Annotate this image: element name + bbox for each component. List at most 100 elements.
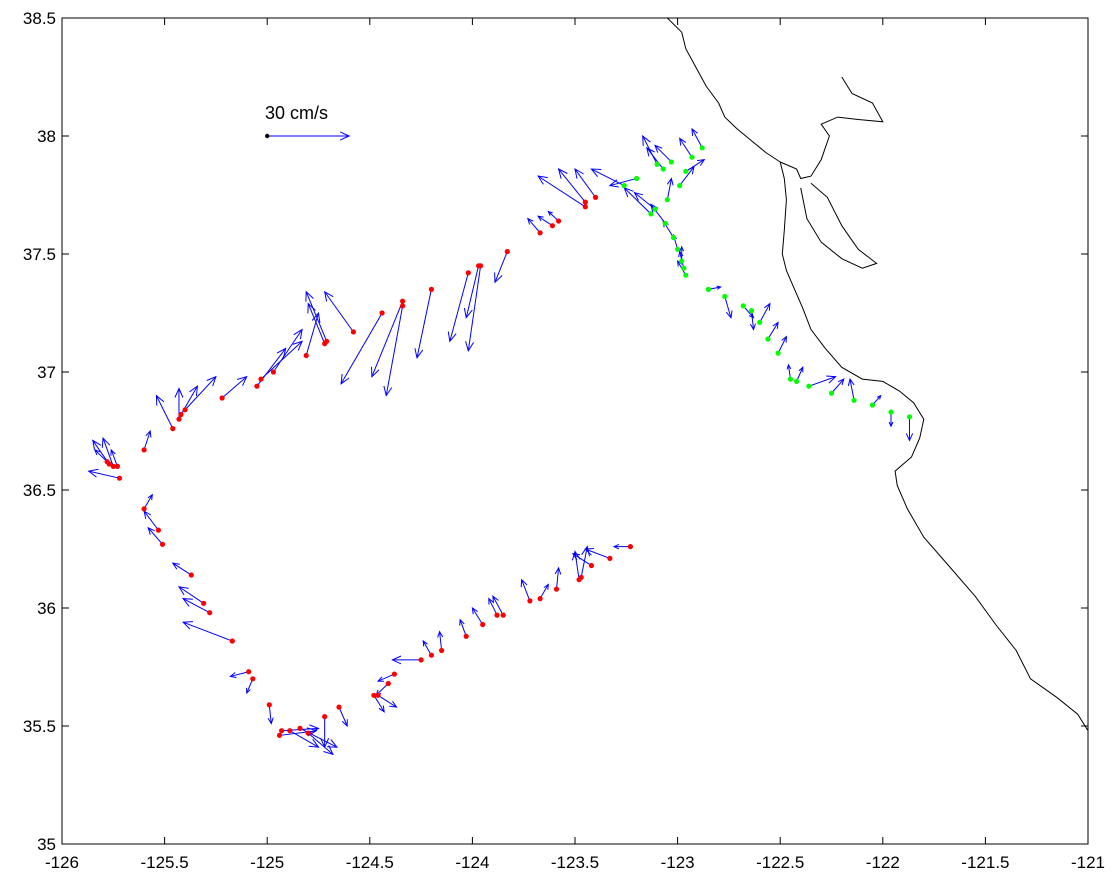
current-vector [679,137,693,158]
current-vector [221,375,248,399]
station-marker-green [888,409,894,415]
station-marker-red [270,369,276,375]
current-vector [488,597,498,616]
current-vector [831,378,845,394]
current-vector [181,621,233,642]
station-marker-red [276,732,283,739]
coastline-segment [800,182,878,269]
station-marker-red [537,596,543,602]
station-marker-green [699,145,705,151]
coastline-segment [780,76,884,180]
station-marker-red [246,669,252,675]
station-marker-red [201,600,207,606]
current-vector [654,144,672,163]
station-marker-green [654,161,660,167]
current-vector [110,448,118,467]
station-marker-red [418,657,424,663]
station-marker-red [439,647,445,654]
x-tick-label: -122.5 [756,853,804,872]
x-tick-label: -125 [250,853,284,872]
station-marker-green [705,286,712,292]
station-marker-green [794,378,800,384]
y-tick-label: 38 [37,127,56,146]
current-vector [267,704,274,725]
station-marker-red [504,249,510,255]
station-marker-green [748,308,755,314]
current-vector [571,553,592,566]
x-tick-label: -123.5 [551,853,599,872]
current-vector [447,272,469,343]
current-vector [749,310,756,331]
station-marker-red [297,725,303,732]
current-vector [305,290,328,342]
current-vector [229,671,249,678]
current-vector [463,265,480,319]
current-vector [87,468,120,479]
current-vector [642,134,658,165]
current-vector [184,375,217,411]
current-vector [557,168,586,203]
station-marker-red [287,728,293,734]
station-marker-green [634,175,640,182]
current-vector [391,655,422,665]
station-marker-green [757,319,763,325]
station-marker-red [159,541,166,547]
station-marker-red [178,411,184,418]
station-marker-red [250,676,256,682]
coastline-layer [666,18,1088,731]
station-marker-red [556,218,562,224]
current-vector [759,302,771,323]
station-marker-red [500,612,506,618]
y-tick-label: 37 [37,363,56,382]
station-marker-red [170,426,176,432]
station-marker-green [740,303,746,309]
x-tick-label: -121.5 [961,853,1009,872]
station-marker-red [336,704,342,710]
station-marker-red [582,199,588,205]
station-marker-green [765,336,771,342]
station-marker-red [371,692,377,698]
station-marker-red [607,555,613,562]
station-marker-green [775,350,781,356]
y-tick-label: 38.5 [23,9,56,28]
current-vector [143,429,152,451]
current-vector [808,375,837,387]
current-vector [307,732,334,756]
station-marker-red [116,475,123,481]
current-vector [590,168,625,187]
y-tick-label: 36 [37,599,56,618]
station-marker-red [141,506,147,512]
station-marker-green [851,397,857,403]
station-marker-red [465,270,471,276]
station-marker-red [627,544,634,550]
x-tick-label: -124.5 [346,853,394,872]
coastline-segment [666,18,1088,731]
current-vector [182,598,210,614]
current-vector [612,543,631,550]
current-vector [383,305,404,397]
station-marker-green [660,166,666,172]
current-vector [465,265,482,353]
current-vector [539,583,549,599]
current-vector [338,706,348,728]
station-marker-red [375,692,381,698]
current-vector [608,177,637,188]
station-marker-red [463,633,469,639]
x-tick-label: -121 [1071,853,1105,872]
station-marker-red [141,447,147,453]
station-marker-green [806,383,812,389]
station-marker-red [266,702,272,708]
current-vector-layer [87,127,914,756]
station-marker-red [188,572,194,578]
station-marker-red [428,652,434,658]
current-vector [537,215,553,227]
current-vector [147,526,163,545]
station-marker-red [254,383,260,389]
station-marker-red [385,680,391,687]
station-marker-green [679,258,685,264]
current-vector [377,694,398,708]
current-vector [777,335,787,354]
current-vector [767,321,779,340]
station-marker-red [305,730,311,736]
